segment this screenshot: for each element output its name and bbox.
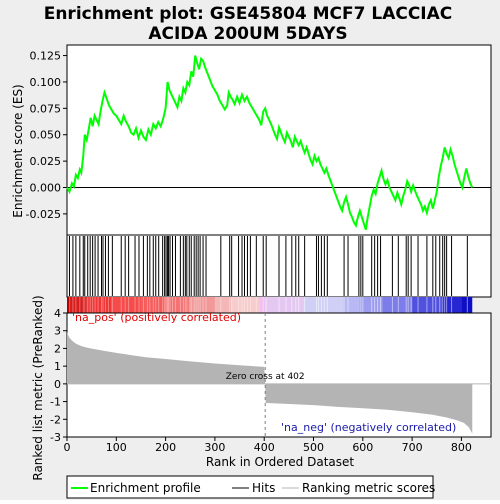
heat-segment xyxy=(265,297,304,313)
metric-ytick-label: -3 xyxy=(50,431,61,444)
hits-group xyxy=(68,236,468,296)
metric-ytick-label: 3 xyxy=(54,325,61,338)
es-ytick-label: 0.075 xyxy=(30,102,62,115)
heat-segment xyxy=(67,297,70,313)
heat-segment xyxy=(86,297,112,313)
es-ytick-label: 0.100 xyxy=(30,76,62,89)
legend-metric-label: Ranking metric scores xyxy=(302,481,435,495)
rank-xtick-label: 500 xyxy=(303,441,324,454)
metric-ytick-label: -2 xyxy=(50,413,61,426)
heat-segment xyxy=(231,297,260,313)
heat-segment xyxy=(111,297,141,313)
neg-correlated-label: 'na_neg' (negatively correlated) xyxy=(281,421,456,434)
zero-cross-label: Zero cross at 402 xyxy=(226,372,305,382)
metric-ytick-label: 1 xyxy=(54,360,61,373)
heat-segment xyxy=(69,297,87,313)
rank-xtick-label: 300 xyxy=(204,441,225,454)
ranking-metric-area xyxy=(67,332,473,434)
metric-ytick-label: -1 xyxy=(50,396,61,409)
rank-xtick-label: 200 xyxy=(155,441,176,454)
es-ytick-label: -0.025 xyxy=(26,208,61,221)
legend-enrichment-label: Enrichment profile xyxy=(90,481,201,495)
chart-title-line1: Enrichment plot: GSE45804 MCF7 LACCIAC xyxy=(44,4,453,24)
heat-segment xyxy=(165,297,191,313)
rank-xtick-label: 700 xyxy=(402,441,423,454)
es-axis-ticks: -0.025 0.000 0.025 0.050 0.075 0.100 0.125 xyxy=(26,50,67,221)
pos-correlated-label: 'na_pos' (positively correlated) xyxy=(72,311,241,324)
rank-xtick-label: 400 xyxy=(254,441,275,454)
es-y-axis-label: Enrichment score (ES) xyxy=(11,84,25,217)
legend-hits-label: Hits xyxy=(252,481,275,495)
heat-segment xyxy=(259,297,266,313)
metric-ytick-label: 4 xyxy=(54,307,61,320)
heat-segment xyxy=(343,297,358,313)
legend-box xyxy=(66,475,434,499)
rank-xtick-label: 800 xyxy=(451,441,472,454)
heat-segment xyxy=(382,297,413,313)
rank-x-axis-label: Rank in Ordered Dataset xyxy=(206,455,354,469)
rank-xtick-label: 100 xyxy=(106,441,127,454)
rank-xtick-label: 0 xyxy=(64,441,71,454)
es-ytick-label: 0.050 xyxy=(30,129,62,142)
metric-ytick-label: 2 xyxy=(54,342,61,355)
rank-x-axis-ticks: 0 100 200 300 400 500 600 700 800 xyxy=(64,437,472,454)
es-ytick-label: 0.025 xyxy=(30,155,62,168)
heat-segment xyxy=(214,297,232,313)
heat-segment xyxy=(303,297,344,313)
metric-ytick-label: 0 xyxy=(54,378,61,391)
enrichment-profile-line xyxy=(66,55,474,231)
heat-segment xyxy=(190,297,215,313)
es-ytick-label: 0.125 xyxy=(30,50,62,63)
metric-y-axis-label: Ranked list metric (PreRanked) xyxy=(31,295,45,480)
heat-segment xyxy=(140,297,166,313)
chart-title-line2: ACIDA 200UM 5DAYS xyxy=(148,24,347,44)
es-ytick-label: 0.000 xyxy=(30,182,62,195)
rank-heat-bar xyxy=(67,297,473,313)
metric-axis-ticks: -3 -2 -1 0 1 2 3 4 xyxy=(50,307,67,444)
heat-segment xyxy=(357,297,383,313)
rank-xtick-label: 600 xyxy=(352,441,373,454)
